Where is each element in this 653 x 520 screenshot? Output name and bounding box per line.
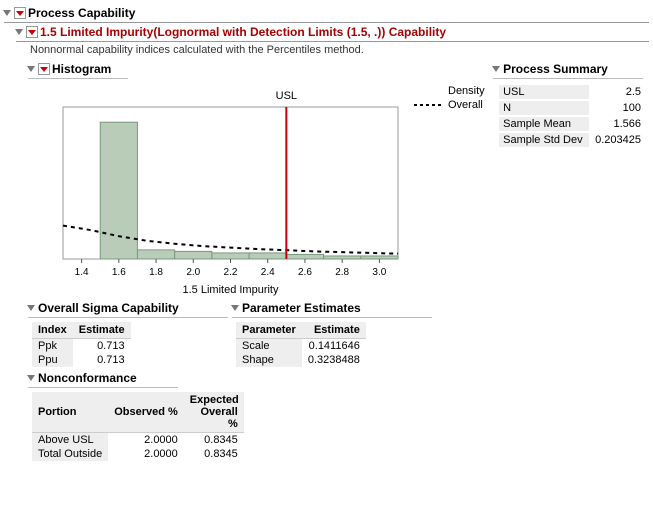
histogram-chart: USL 1.4 1.6 1.8 2.0 2.2 2.4 2.6 2.8 3.0 1.5 Limite… xyxy=(28,79,408,299)
dropdown-icon[interactable] xyxy=(14,7,26,19)
histogram-header: Histogram xyxy=(28,60,128,79)
table-row: USL 2.5 xyxy=(499,85,647,99)
svg-text:2.6: 2.6 xyxy=(298,267,312,278)
disclosure-icon[interactable] xyxy=(231,305,239,311)
method-note: Nonnormal capability indices calculated … xyxy=(30,44,649,56)
col-header: Estimate xyxy=(73,322,131,339)
chart-legend: Density Overall xyxy=(414,85,485,113)
disclosure-icon[interactable] xyxy=(3,10,11,16)
section-header: 1.5 Limited Impurity(Lognormal with Dete… xyxy=(16,23,649,42)
table-row: Sample Std Dev 0.203425 xyxy=(499,133,647,147)
svg-text:2.4: 2.4 xyxy=(261,267,275,278)
main-header: Process Capability xyxy=(4,4,649,23)
col-header: Observed % xyxy=(108,392,184,433)
process-summary-table: USL 2.5 N 100 Sample Mean 1.566 Sample S… xyxy=(497,83,649,149)
svg-text:USL: USL xyxy=(276,90,297,102)
table-row: Sample Mean 1.566 xyxy=(499,117,647,131)
col-header: Parameter xyxy=(236,322,302,339)
sigma-cap-table: Index Estimate Ppk 0.713 Ppu 0.713 xyxy=(32,322,131,367)
disclosure-icon[interactable] xyxy=(27,375,35,381)
process-summary-header: Process Summary xyxy=(493,60,643,79)
param-est-title: Parameter Estimates xyxy=(242,301,361,315)
nonconf-title: Nonconformance xyxy=(38,371,137,385)
svg-text:1.4: 1.4 xyxy=(75,267,89,278)
svg-text:3.0: 3.0 xyxy=(372,267,386,278)
nonconf-table: Portion Observed % ExpectedOverall % Abo… xyxy=(32,392,244,461)
legend-density-label: Density xyxy=(448,85,485,97)
section-title: 1.5 Limited Impurity(Lognormal with Dete… xyxy=(40,25,446,39)
svg-text:1.8: 1.8 xyxy=(149,267,163,278)
legend-overall-label: Overall xyxy=(448,99,483,111)
param-est-header: Parameter Estimates xyxy=(232,299,432,318)
legend-overall-line xyxy=(414,101,444,109)
disclosure-icon[interactable] xyxy=(492,66,500,72)
svg-text:1.6: 1.6 xyxy=(112,267,126,278)
col-header: Index xyxy=(32,322,73,339)
disclosure-icon[interactable] xyxy=(15,29,23,35)
svg-text:2.2: 2.2 xyxy=(224,267,238,278)
table-row: Above USL 2.0000 0.8345 xyxy=(32,433,244,448)
col-header: Portion xyxy=(32,392,108,433)
table-row: N 100 xyxy=(499,101,647,115)
svg-text:2.8: 2.8 xyxy=(335,267,349,278)
svg-text:1.5 Limited Impurity: 1.5 Limited Impurity xyxy=(183,284,279,296)
col-header: ExpectedOverall % xyxy=(184,392,244,433)
table-row: Ppu 0.713 xyxy=(32,353,131,367)
histogram-title: Histogram xyxy=(52,62,111,76)
table-row: Ppk 0.713 xyxy=(32,339,131,354)
dropdown-icon[interactable] xyxy=(38,63,50,75)
param-est-table: Parameter Estimate Scale 0.1411646 Shape… xyxy=(236,322,366,367)
svg-text:2.0: 2.0 xyxy=(186,267,200,278)
main-title: Process Capability xyxy=(28,6,135,20)
table-row: Total Outside 2.0000 0.8345 xyxy=(32,447,244,461)
sigma-cap-title: Overall Sigma Capability xyxy=(38,301,179,315)
disclosure-icon[interactable] xyxy=(27,66,35,72)
dropdown-icon[interactable] xyxy=(26,26,38,38)
sigma-cap-header: Overall Sigma Capability xyxy=(28,299,228,318)
col-header: Estimate xyxy=(302,322,366,339)
process-summary-title: Process Summary xyxy=(503,62,608,76)
table-row: Shape 0.3238488 xyxy=(236,353,366,367)
nonconf-header: Nonconformance xyxy=(28,369,178,388)
table-row: Scale 0.1411646 xyxy=(236,339,366,354)
disclosure-icon[interactable] xyxy=(27,305,35,311)
